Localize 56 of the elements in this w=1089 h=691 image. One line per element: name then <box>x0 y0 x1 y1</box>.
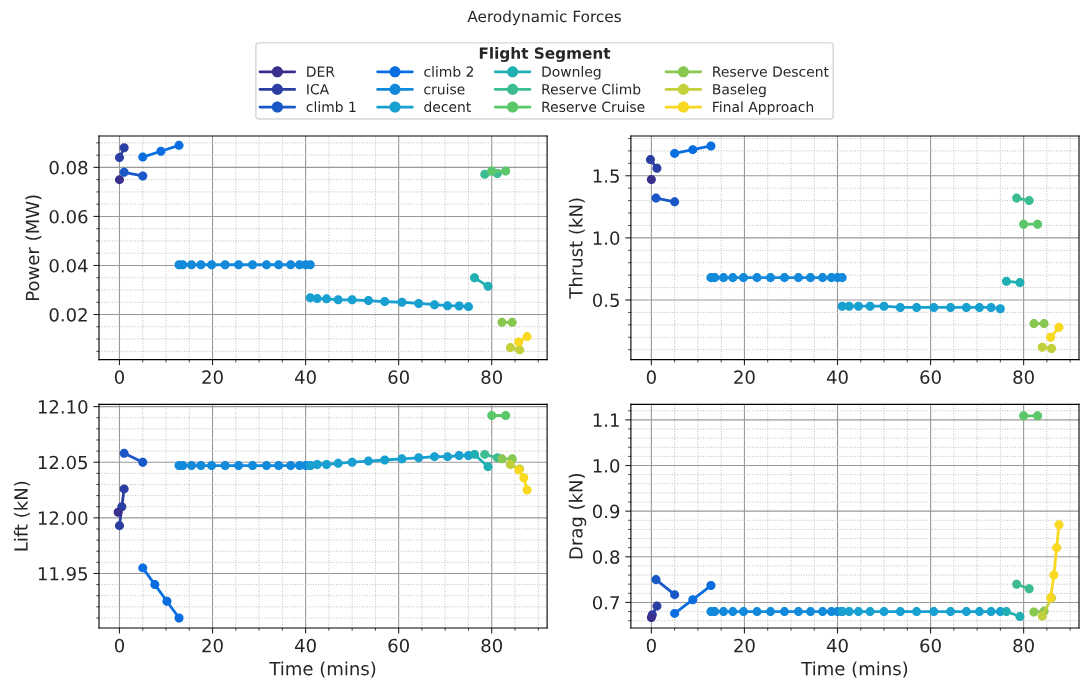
y-tick-label: 0.7 <box>592 595 619 610</box>
y-tick-label: 0.06 <box>49 209 88 224</box>
y-axis-title: Power (MW) <box>25 195 42 300</box>
x-tick-label: 80 <box>1013 638 1034 653</box>
legend-label: climb 1 <box>306 101 356 113</box>
legend-title: Flight Segment <box>479 47 611 62</box>
x-tick-label: 80 <box>481 370 503 385</box>
y-tick-label: 0.9 <box>592 504 620 519</box>
x-tick-label: 20 <box>202 638 223 653</box>
x-tick-label: 0 <box>646 638 656 653</box>
x-tick-label: 60 <box>388 638 409 653</box>
legend-label: Reserve Cruise <box>542 101 645 113</box>
x-tick-label: 80 <box>481 638 503 653</box>
chart-title: Aerodynamic Forces <box>467 10 621 26</box>
legend-label: Baseleg <box>713 83 766 98</box>
y-tick-label: 1.5 <box>593 169 619 183</box>
y-axis-title: Lift (kN) <box>13 481 30 551</box>
x-tick-label: 0 <box>114 370 125 385</box>
legend-label: climb 2 <box>424 66 474 77</box>
legend-label: cruise <box>424 83 465 95</box>
y-tick-label: 12.10 <box>38 400 88 414</box>
legend-label: Reserve Climb <box>542 83 641 95</box>
y-tick-label: 12.00 <box>38 511 88 525</box>
x-tick-label: 60 <box>920 370 941 385</box>
legend-label: ICA <box>307 83 330 95</box>
y-tick-label: 0.02 <box>49 307 87 322</box>
x-tick-label: 20 <box>734 638 755 653</box>
x-tick-label: 40 <box>295 370 316 385</box>
x-tick-label: 0 <box>646 370 656 385</box>
y-tick-label: 0.04 <box>49 258 88 273</box>
y-axis-title: Drag (kN) <box>568 473 587 559</box>
y-tick-label: 1.0 <box>593 458 620 473</box>
x-axis-title: Time (mins) <box>801 661 908 678</box>
legend-label: Downleg <box>542 66 601 80</box>
y-tick-label: 1.1 <box>593 413 619 427</box>
x-tick-label: 40 <box>826 370 848 385</box>
legend-label: Reserve Descent <box>713 66 829 77</box>
x-tick-label: 20 <box>202 370 223 385</box>
legend-label: Final Approach <box>713 101 814 115</box>
y-tick-label: 0.8 <box>592 550 620 564</box>
x-tick-label: 80 <box>1013 370 1034 385</box>
y-tick-label: 12.05 <box>38 455 88 470</box>
x-tick-label: 60 <box>920 638 941 653</box>
x-tick-label: 60 <box>388 370 409 385</box>
y-axis-title: Thrust (kN) <box>568 198 585 299</box>
y-tick-label: 0.08 <box>49 160 88 175</box>
x-tick-label: 40 <box>295 638 316 653</box>
x-tick-label: 40 <box>826 638 848 653</box>
y-tick-label: 0.5 <box>592 293 619 308</box>
y-tick-label: 11.95 <box>38 566 88 581</box>
legend-label: DER <box>307 66 335 77</box>
x-tick-label: 20 <box>734 370 755 385</box>
y-tick-label: 1.0 <box>593 231 620 245</box>
x-tick-label: 0 <box>114 638 125 653</box>
legend-label: decent <box>424 101 471 113</box>
x-axis-title: Time (mins) <box>269 661 376 678</box>
